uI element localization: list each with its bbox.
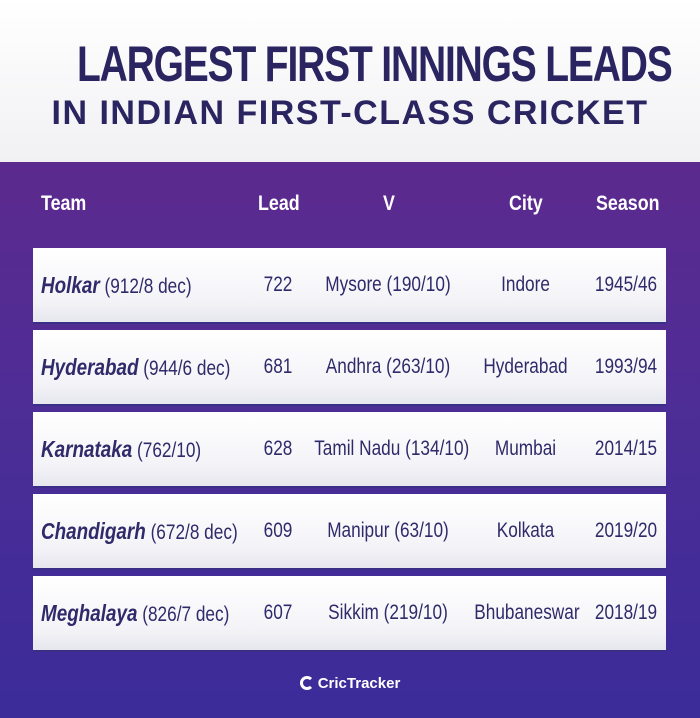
team-score: (762/10): [137, 439, 202, 462]
header: LARGEST FIRST INNINGS LEADS IN INDIAN FI…: [0, 0, 700, 162]
team-score: (912/8 dec): [104, 275, 192, 298]
team-cell: Chandigarh (672/8 dec): [41, 494, 238, 568]
season-cell: 2019/20: [594, 519, 658, 542]
opponent-cell: Andhra (263/10): [325, 355, 451, 378]
lead-cell: 607: [263, 601, 293, 624]
opponent-cell: Tamil Nadu (134/10): [314, 437, 470, 460]
season-cell: 2018/19: [594, 601, 658, 624]
lead-cell: 628: [263, 437, 293, 460]
table-row: Chandigarh (672/8 dec) 609 Manipur (63/1…: [33, 494, 666, 568]
team-score: (826/7 dec): [142, 603, 230, 626]
lead-cell: 681: [263, 355, 293, 378]
city-cell: Hyderabad: [483, 355, 568, 378]
season-cell: 2014/15: [594, 437, 658, 460]
team-score: (672/8 dec): [150, 521, 238, 544]
team-cell: Hyderabad (944/6 dec): [41, 330, 230, 404]
team-cell: Meghalaya (826/7 dec): [41, 576, 229, 650]
team-name: Chandigarh: [41, 518, 146, 544]
season-cell: 1945/46: [594, 273, 658, 296]
table-row: Hyderabad (944/6 dec) 681 Andhra (263/10…: [33, 330, 666, 404]
city-cell: Kolkata: [496, 519, 555, 542]
city-cell: Indore: [501, 273, 550, 296]
table-row: Meghalaya (826/7 dec) 607 Sikkim (219/10…: [33, 576, 666, 650]
column-header-city: City: [509, 192, 543, 215]
team-cell: Karnataka (762/10): [41, 412, 201, 486]
team-cell: Holkar (912/8 dec): [41, 248, 192, 322]
lead-cell: 609: [263, 519, 293, 542]
table-row: Holkar (912/8 dec) 722 Mysore (190/10) I…: [33, 248, 666, 322]
column-header-season: Season: [596, 192, 660, 215]
page-subtitle: IN INDIAN FIRST-CLASS CRICKET: [51, 94, 649, 132]
crictracker-logo-icon: [299, 676, 314, 690]
city-cell: Mumbai: [494, 437, 557, 460]
team-name: Karnataka: [41, 436, 133, 462]
lead-cell: 722: [263, 273, 293, 296]
season-cell: 1993/94: [594, 355, 658, 378]
brand-logo: CricTracker: [0, 674, 700, 694]
city-cell: Bhubaneswar: [474, 601, 580, 624]
table-row: Karnataka (762/10) 628 Tamil Nadu (134/1…: [33, 412, 666, 486]
column-header-v: V: [383, 192, 395, 215]
opponent-cell: Sikkim (219/10): [328, 601, 448, 624]
team-name: Meghalaya: [41, 600, 138, 626]
opponent-cell: Mysore (190/10): [325, 273, 451, 296]
opponent-cell: Manipur (63/10): [327, 519, 449, 542]
team-name: Holkar: [41, 272, 100, 298]
team-score: (944/6 dec): [143, 357, 231, 380]
column-header-team: Team: [41, 192, 87, 215]
column-header-lead: Lead: [258, 192, 300, 215]
team-name: Hyderabad: [41, 354, 139, 380]
brand-name: CricTracker: [317, 675, 401, 692]
page-title: LARGEST FIRST INNINGS LEADS: [77, 36, 673, 92]
